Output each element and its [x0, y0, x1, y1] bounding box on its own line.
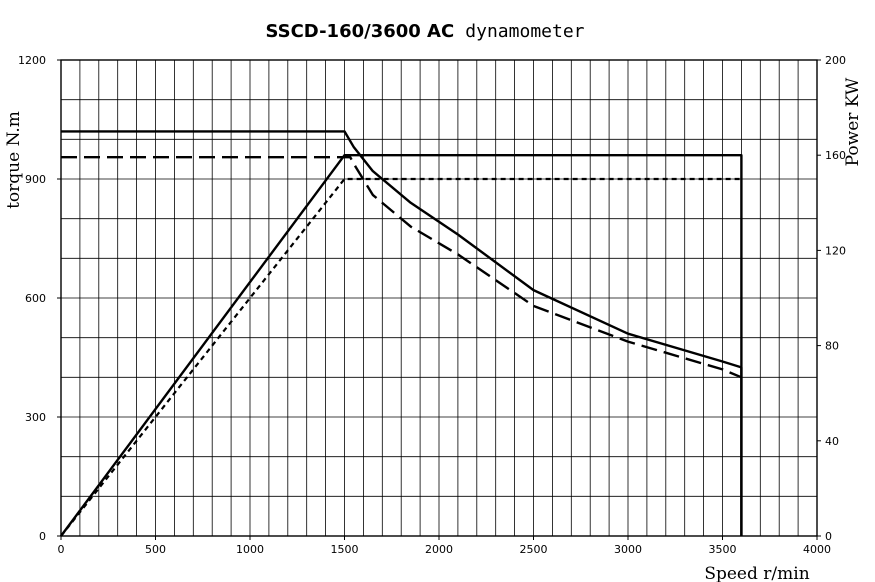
y-right-tick-label: 120 [825, 244, 846, 257]
y-axis-left-label: torque N.m [4, 111, 24, 209]
x-tick-label: 3000 [614, 543, 642, 556]
y-left-tick-label: 1200 [18, 54, 46, 67]
x-tick-label: 2500 [520, 543, 548, 556]
series-line-3-dashed [61, 155, 742, 379]
x-tick-label: 500 [145, 543, 166, 556]
y-left-tick-label: 600 [25, 292, 46, 305]
y-right-tick-label: 0 [825, 530, 832, 543]
x-tick-label: 1500 [331, 543, 359, 556]
x-tick-label: 1000 [236, 543, 264, 556]
series-line-1-solid [61, 130, 743, 536]
x-axis-label: Speed r/min [704, 564, 809, 582]
y-right-tick-label: 200 [825, 54, 846, 67]
y-right-tick-label: 40 [825, 435, 839, 448]
x-tick-label: 0 [58, 543, 65, 556]
x-tick-label: 4000 [803, 543, 831, 556]
series-line-4-dotted [60, 177, 742, 537]
y-right-tick-label: 80 [825, 340, 839, 353]
tick-labels: 0 500 1000 1500 2000 2500 3000 3500 400003006009… [18, 54, 846, 556]
y-axis-right-label: Power KW [843, 77, 863, 166]
chart-title-regular: dynamometer [465, 21, 584, 42]
x-tick-label: 2000 [425, 543, 453, 556]
chart-title: SSCD-160/3600 AC dynamometer [265, 21, 584, 42]
chart-title-bold: SSCD-160/3600 AC [265, 21, 454, 42]
y-left-tick-label: 900 [25, 173, 46, 186]
y-left-tick-label: 300 [25, 411, 46, 424]
x-tick-label: 3500 [709, 543, 737, 556]
series-line-2-solid [60, 153, 743, 537]
y-left-tick-label: 0 [39, 530, 46, 543]
series-group [60, 130, 743, 537]
y-right-tick-label: 160 [825, 149, 846, 162]
